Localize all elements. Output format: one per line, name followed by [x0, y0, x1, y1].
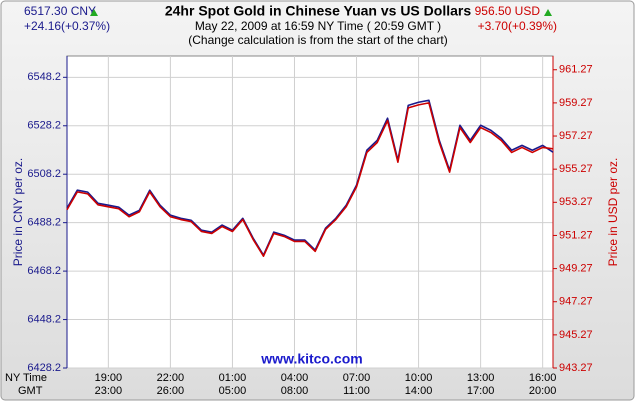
x-tick-label: 16:00 — [529, 372, 557, 384]
x-tick-label-gmt: 23:00 — [95, 385, 123, 397]
x-tick-label: 07:00 — [343, 372, 371, 384]
y-tick-label: 6448.2 — [27, 313, 61, 325]
x-tick-label-gmt: 14:00 — [405, 385, 433, 397]
subtitle: May 22, 2009 at 16:59 NY Time ( 20:59 GM… — [195, 19, 441, 33]
price-right: 956.50 USD — [475, 4, 541, 18]
change-right: +3.70(+0.39%) — [478, 19, 557, 33]
up-arrow — [544, 9, 552, 16]
y-tick-label: 6548.2 — [27, 71, 61, 83]
y-tick-label: 6508.2 — [27, 168, 61, 180]
x-tick-label-gmt: 05:00 — [219, 385, 247, 397]
x-tick-label-gmt: 20:00 — [529, 385, 557, 397]
x-tick-label: 19:00 — [95, 372, 123, 384]
change-left: +24.16(+0.37%) — [24, 19, 110, 33]
x-axis-label: GMT — [18, 385, 43, 397]
y2-tick-label: 947.27 — [559, 296, 593, 308]
y2-tick-label: 949.27 — [559, 262, 593, 274]
x-axis-label: NY Time — [5, 372, 47, 384]
y-tick-label: 6428.2 — [27, 362, 61, 374]
x-tick-label-gmt: 11:00 — [343, 385, 370, 397]
y-tick-label: 6488.2 — [27, 217, 61, 229]
chart-title: 24hr Spot Gold in Chinese Yuan vs US Dol… — [165, 3, 471, 19]
y2-tick-label: 959.27 — [559, 97, 593, 109]
x-tick-label-gmt: 08:00 — [281, 385, 309, 397]
y2-tick-label: 953.27 — [559, 196, 593, 208]
series-line — [66, 102, 554, 257]
y-tick-label: 6528.2 — [27, 120, 61, 132]
y2-tick-label: 943.27 — [559, 362, 593, 374]
y-axis-label: Price in CNY per oz. — [11, 158, 25, 267]
y2-tick-label: 951.27 — [559, 229, 593, 241]
note: (Change calculation is from the start of… — [188, 33, 447, 47]
x-tick-label: 13:00 — [467, 372, 495, 384]
x-tick-label-gmt: 26:00 — [157, 385, 185, 397]
x-tick-label: 22:00 — [157, 372, 185, 384]
x-tick-label: 04:00 — [281, 372, 309, 384]
x-tick-label: 01:00 — [219, 372, 247, 384]
price-left: 6517.30 CNY — [24, 4, 96, 18]
x-tick-label-gmt: 17:00 — [467, 385, 495, 397]
y2-axis-label: Price in USD per oz. — [606, 158, 620, 267]
y2-tick-label: 957.27 — [559, 130, 593, 142]
x-tick-label: 10:00 — [405, 372, 433, 384]
plot-area — [66, 55, 554, 369]
up-arrow — [90, 9, 98, 16]
y2-tick-label: 955.27 — [559, 163, 593, 175]
watermark: www.kitco.com — [260, 351, 362, 367]
y2-tick-label: 961.27 — [559, 64, 593, 76]
y2-tick-label: 945.27 — [559, 329, 593, 341]
y-tick-label: 6468.2 — [27, 265, 61, 277]
